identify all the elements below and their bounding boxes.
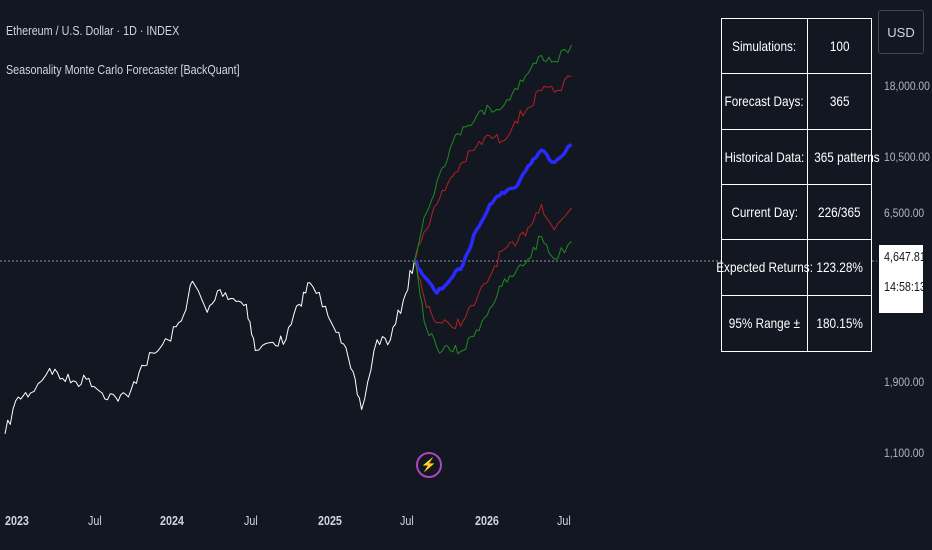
- time-axis-label: Jul: [557, 514, 571, 528]
- time-axis-label: 2025: [318, 514, 342, 528]
- stats-key: Historical Data:: [722, 129, 808, 184]
- stats-row: Current Day: 226/365: [722, 184, 871, 241]
- stats-value: 226/365: [818, 204, 861, 221]
- time-axis-label: Jul: [400, 514, 414, 528]
- stats-row: Historical Data: 365 patterns: [722, 129, 880, 185]
- price-axis-label: 1,900.00: [884, 375, 925, 389]
- time-axis-label: 2023: [5, 514, 29, 528]
- price-axis-label: 18,000.00: [884, 79, 930, 93]
- stats-value: 180.15%: [816, 315, 863, 332]
- stats-key: Current Day:: [722, 184, 808, 240]
- stats-value: 100: [829, 38, 850, 55]
- series-layer: [4, 44, 573, 434]
- forecast-lower-outer-line: [414, 235, 572, 355]
- stats-key: Expected Returns:: [716, 240, 813, 295]
- stats-table: Simulations: 100 Forecast Days: 365 Hist…: [716, 18, 880, 352]
- bar-countdown: 14:58:13: [884, 280, 926, 294]
- indicator-name[interactable]: Seasonality Monte Carlo Forecaster [Back…: [6, 63, 240, 77]
- chart-title: Ethereum / U.S. Dollar · 1D · INDEX: [6, 24, 180, 38]
- currency-button[interactable]: USD: [878, 10, 924, 54]
- price-axis-label: 6,500.00: [884, 206, 925, 220]
- current-price-value: 4,647.81: [884, 250, 926, 264]
- stats-row: Simulations: 100: [722, 19, 871, 75]
- time-axis-label: 2024: [160, 514, 184, 528]
- forecast-lower-inner-line: [414, 203, 572, 330]
- stats-value: 365 patterns: [814, 148, 880, 165]
- stats-row: 95% Range ± 180.15%: [722, 295, 871, 351]
- stats-key: 95% Range ±: [722, 295, 808, 351]
- time-axis-label: 2026: [475, 514, 499, 528]
- current-price-label: 4,647.81 14:58:13: [879, 245, 926, 313]
- forecast-mean-line: [413, 142, 573, 295]
- forecast-upper-outer-line: [414, 44, 572, 261]
- history-line: [4, 260, 415, 434]
- stats-key: Forecast Days:: [722, 74, 808, 129]
- stats-key: Simulations:: [722, 19, 808, 74]
- stats-value: 365: [829, 93, 850, 110]
- stats-row: Expected Returns: 123.28%: [716, 240, 871, 296]
- price-axis-label: 1,100.00: [884, 446, 925, 460]
- stats-value: 123.28%: [816, 259, 863, 276]
- time-axis-label: Jul: [88, 514, 102, 528]
- forecast-upper-inner-line: [414, 75, 572, 261]
- lightning-icon[interactable]: ⚡: [416, 452, 442, 478]
- price-axis-label: 10,500.00: [884, 150, 930, 164]
- stats-row: Forecast Days: 365: [722, 74, 871, 130]
- time-axis-label: Jul: [244, 514, 258, 528]
